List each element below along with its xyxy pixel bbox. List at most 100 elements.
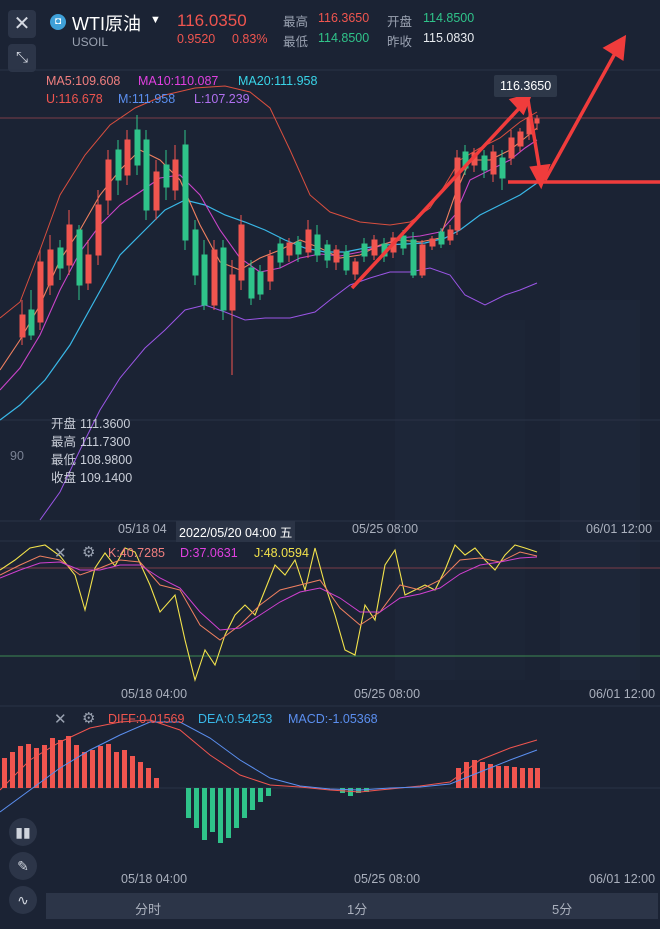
candle bbox=[447, 225, 454, 245]
candle bbox=[286, 238, 293, 262]
candle bbox=[454, 150, 461, 235]
candle bbox=[438, 228, 445, 248]
kdj-settings-gear-icon[interactable]: ⚙ bbox=[82, 544, 96, 561]
candle bbox=[305, 220, 312, 258]
candle bbox=[419, 240, 426, 278]
macd-settings-gear-icon[interactable]: ⚙ bbox=[82, 710, 96, 727]
time-tick: 06/01 12:00 bbox=[586, 522, 653, 536]
chevron-down-icon[interactable]: ▼ bbox=[150, 14, 161, 26]
macd-dea-label: DEA:0.54253 bbox=[198, 712, 273, 726]
trend-arrow-line bbox=[350, 100, 527, 290]
ma20-line bbox=[0, 182, 538, 421]
crosshair-time-label: 2022/05/20 04:00 五 bbox=[176, 521, 296, 542]
low-label: 最低 bbox=[283, 35, 309, 49]
down-arrow-line bbox=[526, 99, 542, 173]
time-tick: 05/18 04:00 bbox=[121, 687, 188, 701]
close-macd-icon[interactable]: ✕ bbox=[54, 711, 67, 728]
instrument-name[interactable]: WTI原油 bbox=[72, 14, 141, 34]
candlesticks bbox=[19, 112, 540, 375]
candle bbox=[267, 250, 274, 290]
macd-positive-bars bbox=[2, 736, 540, 788]
instrument-logo-icon: ◘ bbox=[50, 14, 66, 30]
candle bbox=[66, 210, 73, 275]
candle bbox=[333, 245, 340, 270]
candle bbox=[352, 258, 359, 280]
candle bbox=[238, 215, 245, 290]
candle bbox=[534, 115, 540, 130]
candle bbox=[37, 250, 44, 330]
indicator-icon[interactable]: ∿ bbox=[9, 886, 37, 914]
ma10-label: MA10:110.087 bbox=[138, 74, 219, 88]
prev-close-value: 115.0830 bbox=[423, 31, 475, 45]
candlestick-icon[interactable]: ▮▮ bbox=[9, 818, 37, 846]
time-tick: 05/25 08:00 bbox=[354, 687, 421, 701]
candle bbox=[153, 160, 160, 220]
tooltip-high: 最高 111.7300 bbox=[51, 435, 131, 449]
trend-arrow-head bbox=[508, 92, 533, 116]
candle bbox=[76, 225, 83, 300]
period-tab-bar bbox=[46, 893, 658, 919]
candle bbox=[220, 240, 227, 320]
kdj-panel bbox=[0, 540, 660, 682]
boll-upper-label: U:116.678 bbox=[46, 92, 103, 106]
candle bbox=[211, 240, 218, 310]
candle bbox=[481, 150, 488, 178]
candle bbox=[462, 145, 469, 175]
macd-negative-bars bbox=[186, 788, 369, 843]
candle bbox=[517, 128, 524, 152]
low-value: 114.8500 bbox=[318, 31, 370, 45]
candle bbox=[134, 115, 141, 175]
time-tick: 05/18 04:00 bbox=[121, 872, 188, 886]
tab-1min[interactable]: 1分 bbox=[347, 902, 368, 917]
kdj-d-line bbox=[0, 556, 538, 631]
prev-close-label: 昨收 bbox=[387, 35, 413, 49]
kdj-k-label: K:40.7285 bbox=[108, 546, 165, 560]
tab-timeshare[interactable]: 分时 bbox=[135, 902, 162, 917]
candle bbox=[105, 150, 112, 215]
boll-lower-label: L:107.239 bbox=[194, 92, 250, 106]
ma5-label: MA5:109.608 bbox=[46, 74, 121, 88]
macd-dea-line bbox=[0, 721, 538, 813]
macd-diff-line bbox=[0, 719, 538, 793]
tooltip-low: 最低 108.9800 bbox=[51, 453, 133, 467]
close-icon[interactable]: ✕ bbox=[8, 10, 36, 38]
candle bbox=[172, 145, 179, 200]
candle bbox=[410, 232, 417, 278]
candle bbox=[28, 290, 35, 340]
candle bbox=[115, 140, 122, 195]
tooltip-open: 开盘 111.3600 bbox=[51, 417, 131, 431]
candle bbox=[182, 130, 189, 250]
pencil-icon[interactable]: ✎ bbox=[9, 852, 37, 880]
candle bbox=[95, 190, 102, 265]
price-change-pct: 0.83% bbox=[232, 32, 268, 46]
down-arrow-head bbox=[529, 163, 551, 190]
candle bbox=[508, 130, 515, 165]
up-arrow-head bbox=[602, 34, 627, 61]
candle bbox=[143, 130, 150, 220]
kdj-k-line bbox=[0, 551, 538, 641]
candle bbox=[324, 240, 331, 268]
collapse-icon[interactable]: ⤡ bbox=[8, 44, 36, 72]
candle bbox=[248, 260, 255, 305]
time-tick: 05/25 08:00 bbox=[354, 872, 421, 886]
candle bbox=[163, 150, 170, 200]
time-tick: 06/01 12:00 bbox=[589, 872, 656, 886]
last-price: 116.0350 bbox=[177, 11, 247, 30]
instrument-code: USOIL bbox=[72, 35, 109, 49]
tab-5min[interactable]: 5分 bbox=[552, 902, 573, 917]
candle bbox=[277, 238, 284, 268]
up-arrow-line bbox=[543, 47, 620, 181]
macd-panel bbox=[0, 705, 660, 843]
tooltip-close: 收盘 109.1400 bbox=[51, 471, 133, 485]
close-kdj-icon[interactable]: ✕ bbox=[54, 545, 67, 562]
candle bbox=[429, 236, 436, 250]
kdj-d-label: D:37.0631 bbox=[180, 546, 238, 560]
time-tick: 05/25 08:00 bbox=[352, 522, 419, 536]
candle bbox=[19, 300, 26, 345]
price-axis-label: 90 bbox=[10, 449, 24, 463]
high-label: 最高 bbox=[283, 15, 309, 29]
high-value: 116.3650 bbox=[318, 11, 370, 25]
candle bbox=[314, 225, 321, 262]
candle bbox=[343, 245, 350, 275]
